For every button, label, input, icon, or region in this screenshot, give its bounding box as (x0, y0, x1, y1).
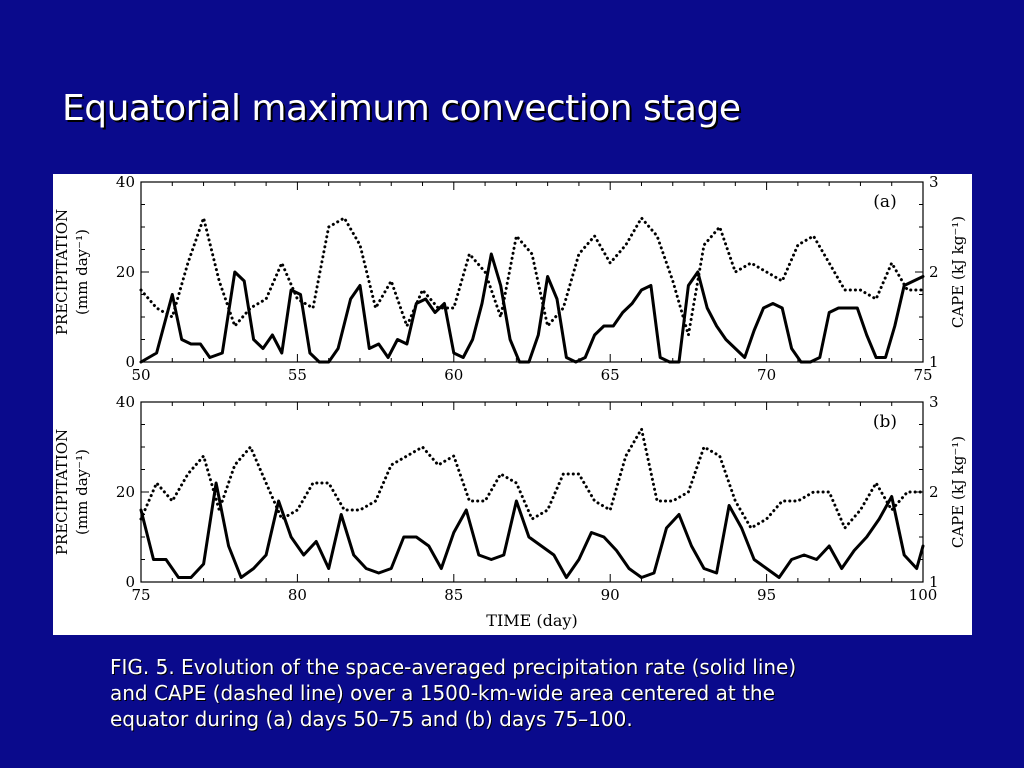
panel-label: (a) (873, 192, 896, 212)
y-tick-label-left: 40 (116, 174, 135, 191)
panel-label: (b) (873, 412, 897, 432)
y-tick-label-right: 3 (929, 174, 939, 191)
y-tick-label-left: 0 (125, 353, 135, 371)
x-tick-label: 70 (757, 366, 776, 384)
y-tick-label-right: 2 (929, 483, 939, 501)
x-tick-label: 95 (757, 586, 776, 604)
precipitation-line-a (139, 252, 925, 364)
cape-line-a (139, 216, 925, 337)
x-axis-label: TIME (day) (486, 611, 577, 630)
precipitation-line-b (139, 481, 925, 579)
x-tick-label: 75 (131, 586, 150, 604)
x-tick-label: 50 (131, 366, 150, 384)
x-tick-label: 100 (909, 586, 938, 604)
caption-line-2: and CAPE (dashed line) over a 1500-km-wi… (110, 681, 775, 705)
y-axis-label-left-line1: PRECIPITATION (53, 429, 71, 555)
x-tick-label: 90 (601, 586, 620, 604)
x-tick-label: 55 (288, 366, 307, 384)
x-tick-label: 65 (601, 366, 620, 384)
y-tick-label-left: 0 (125, 573, 135, 591)
y-tick-label-right: 1 (929, 353, 939, 371)
y-tick-label-left: 20 (116, 483, 135, 501)
y-axis-label-right: CAPE (kJ kg⁻¹) (949, 436, 967, 548)
x-tick-label: 75 (913, 366, 932, 384)
figure-caption: FIG. 5. Evolution of the space-averaged … (110, 654, 980, 732)
y-axis-label-left-line1: PRECIPITATION (53, 209, 71, 335)
y-tick-label-left: 20 (116, 263, 135, 281)
caption-line-3: equator during (a) days 50–75 and (b) da… (110, 707, 633, 731)
panel-a: 50 55 60 65 70 75 0 20 40 1 2 3 PRECIPITATION (mm day… (53, 174, 967, 384)
y-axis-label-left-line2: (mm day⁻¹) (73, 229, 91, 315)
y-axis-label-right: CAPE (kJ kg⁻¹) (949, 216, 967, 328)
slide-title: Equatorial maximum convection stage (62, 88, 741, 129)
x-tick-label: 80 (288, 586, 307, 604)
x-tick-label: 85 (444, 586, 463, 604)
y-tick-label-left: 40 (116, 393, 135, 411)
figure-panel: 50 55 60 65 70 75 0 20 40 1 2 3 PRECIPITATION (mm day… (53, 174, 972, 635)
caption-line-1: FIG. 5. Evolution of the space-averaged … (110, 655, 797, 679)
y-tick-label-right: 1 (929, 573, 939, 591)
y-axis-label-left-line2: (mm day⁻¹) (73, 449, 91, 535)
y-tick-label-right: 2 (929, 263, 939, 281)
x-tick-label: 60 (444, 366, 463, 384)
cape-line-b (139, 427, 925, 530)
y-tick-label-right: 3 (929, 393, 939, 411)
panel-b: 75 80 85 90 95 100 0 20 40 1 2 3 PRECIPITATION (mm da… (53, 393, 967, 630)
plot-frame-a (140, 181, 924, 363)
